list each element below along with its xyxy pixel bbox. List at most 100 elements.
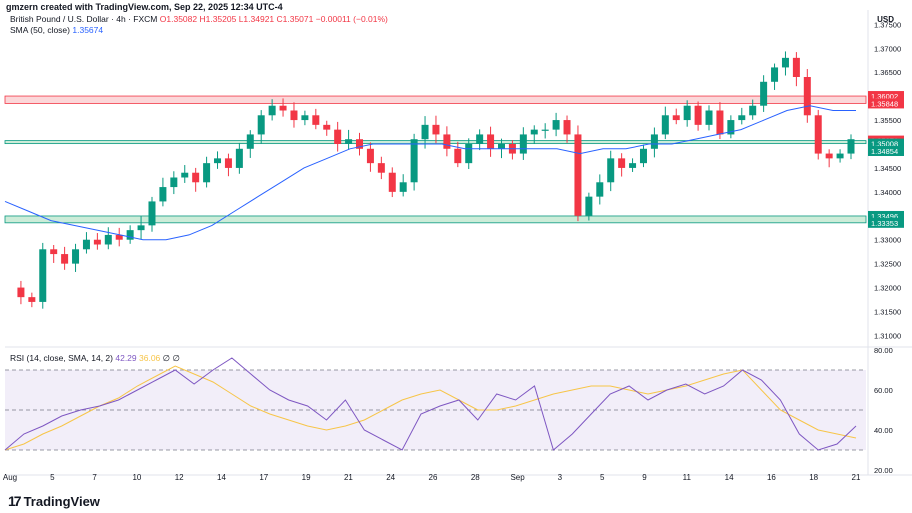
rsi-sma-line (4, 365, 857, 451)
candle-body (563, 120, 571, 135)
candle-body (421, 124, 429, 140)
sma-legend: SMA (50, close) 1.35674 (10, 25, 103, 35)
rsi-tick-label: 60.00 (874, 386, 893, 395)
candle-body (235, 148, 243, 168)
candle-body (530, 129, 538, 135)
candle-body (629, 163, 637, 168)
price-tick-label: 1.32000 (874, 284, 901, 293)
candle-body (672, 115, 680, 121)
candle-body (487, 134, 495, 149)
candle-body (214, 158, 222, 164)
tradingview-logo[interactable]: 17 TradingView (8, 493, 100, 509)
price-tick-label: 1.31500 (874, 308, 901, 317)
candle-body (377, 163, 385, 173)
candle-body (705, 110, 713, 125)
time-tick-label: 9 (642, 473, 647, 482)
ohlc-values: O1.35082 H1.35205 L1.34921 C1.35071 −0.0… (159, 14, 388, 24)
candle-body (771, 67, 779, 82)
time-tick-label: 12 (175, 473, 184, 482)
candle-body (683, 105, 691, 121)
time-tick-label: Aug (3, 473, 17, 482)
candle-body (50, 249, 58, 255)
candle-body (410, 139, 418, 183)
time-tick-label: 18 (809, 473, 818, 482)
time-tick-label: 3 (558, 473, 563, 482)
candle-body (497, 144, 505, 149)
price-tick-label: 1.31000 (874, 331, 901, 340)
candle-body (356, 139, 364, 149)
candle-body (93, 239, 101, 245)
candle-body (104, 234, 112, 245)
candle-body (17, 287, 25, 298)
candle-body (323, 124, 331, 130)
candle-body (432, 124, 440, 135)
candle-body (727, 120, 735, 135)
candle-body (148, 201, 156, 226)
candle-body (836, 153, 844, 159)
candle-body (137, 225, 145, 231)
time-tick-label: 5 (50, 473, 55, 482)
time-tick-label: 21 (852, 473, 861, 482)
candle-body (39, 249, 47, 302)
time-tick-label: Sep (510, 473, 525, 482)
time-tick-label: 5 (600, 473, 605, 482)
rsi-legend: RSI (14, close, SMA, 14, 2) 42.29 36.06 … (10, 353, 180, 364)
candle-body (246, 134, 254, 149)
time-tick-label: 14 (725, 473, 734, 482)
candle-body (792, 57, 800, 77)
candle-body (443, 134, 451, 149)
candle-body (781, 57, 789, 68)
candle-body (224, 158, 232, 168)
candle-body (290, 110, 298, 121)
candle-body (814, 115, 822, 154)
candle-body (28, 297, 36, 302)
candle-body (399, 182, 407, 192)
candle-body (312, 115, 320, 125)
candle-body (334, 129, 342, 144)
rsi-sma-value: 36.06 (139, 353, 161, 363)
price-tick-label: 1.32500 (874, 260, 901, 269)
rsi-tick-label: 80.00 (874, 346, 893, 355)
rsi-extra: ∅ ∅ (162, 353, 180, 363)
price-tag-label: 1.35008 (871, 140, 898, 149)
time-tick-label: 19 (302, 473, 311, 482)
price-tick-label: 1.37000 (874, 44, 901, 53)
rsi-line (4, 357, 857, 451)
price-tick-label: 1.37500 (874, 20, 901, 29)
time-tick-label: 16 (767, 473, 776, 482)
candle-body (825, 153, 833, 159)
candle-body (618, 158, 626, 168)
candle-body (760, 81, 768, 106)
candle-body (749, 105, 757, 116)
price-tag (868, 145, 904, 156)
candle-body (366, 148, 374, 164)
price-tag-label: 1.36002 (871, 92, 898, 101)
candle-body (519, 134, 527, 154)
candle-body (170, 177, 178, 188)
price-tick-label: 1.35500 (874, 116, 901, 125)
time-tick-label: 21 (344, 473, 353, 482)
candle-body (388, 172, 396, 192)
sma-label: SMA (50, close) (10, 25, 70, 35)
price-tag (868, 210, 904, 221)
symbol-name: British Pound / U.S. Dollar · 4h · FXCM (10, 14, 158, 24)
candle-body (159, 187, 167, 202)
candle-body (203, 163, 211, 183)
time-tick-label: 17 (259, 473, 268, 482)
tv-logo-icon: 17 (8, 493, 22, 509)
time-tick-label: 7 (92, 473, 97, 482)
candle-body (596, 182, 604, 197)
candle-body (607, 158, 615, 183)
price-tick-label: 1.34000 (874, 188, 901, 197)
candle-body (541, 129, 549, 131)
candle-body (639, 148, 647, 164)
time-tick-label: 26 (429, 473, 438, 482)
candle-body (301, 115, 309, 121)
price-tag-label: 1.33353 (871, 219, 898, 228)
candle-body (694, 105, 702, 125)
candle-body (574, 134, 582, 216)
zone-support-3 (4, 215, 867, 224)
candle-body (650, 134, 658, 149)
candle-body (115, 234, 123, 240)
